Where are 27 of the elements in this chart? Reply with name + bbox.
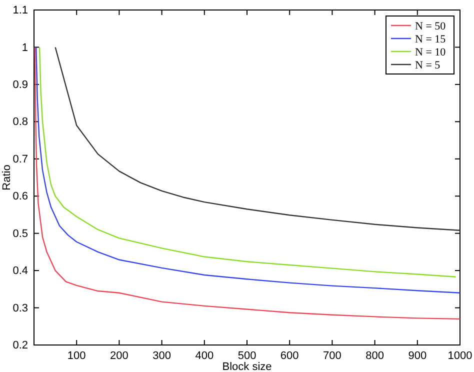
y-tick-label: 0.8	[12, 116, 28, 128]
y-axis-title: Ratio	[1, 164, 13, 190]
x-tick-label: 500	[238, 350, 256, 362]
y-tick-label: 0.7	[12, 153, 28, 166]
x-tick-label: 700	[323, 350, 342, 362]
y-tick-label: 0.2	[12, 340, 28, 352]
y-tick-label: 0.9	[12, 78, 28, 91]
x-axis-title: Block size	[222, 361, 272, 372]
legend-label: N = 5	[415, 60, 441, 72]
x-tick-label: 300	[152, 350, 171, 362]
x-tick-label: 600	[280, 350, 299, 362]
x-tick-label: 200	[110, 350, 128, 362]
y-tick-label: 0.5	[12, 228, 28, 240]
legend-label: N = 10	[415, 46, 446, 58]
legend-label: N = 50	[415, 20, 446, 32]
legend-label: N = 15	[415, 34, 446, 46]
line-series	[54, 46, 461, 231]
x-tick-label: 900	[408, 350, 427, 362]
y-tick-label: 0.3	[12, 302, 28, 314]
y-tick-label: 1.1	[12, 4, 28, 17]
y-tick-label: 1	[22, 42, 28, 54]
x-tick-label: 1000	[448, 350, 472, 362]
x-tick-label: 800	[366, 350, 384, 362]
y-tick-label: 0.6	[12, 190, 28, 203]
x-tick-label: 400	[195, 350, 214, 362]
x-tick-label: 100	[67, 350, 86, 362]
y-tick-label: 0.4	[12, 265, 28, 278]
